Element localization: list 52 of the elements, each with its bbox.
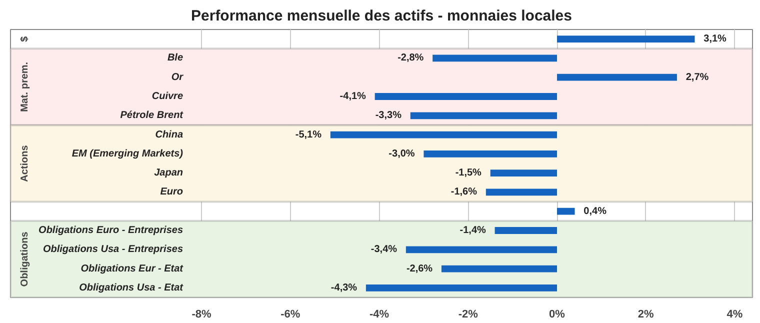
data-label: 3,1% bbox=[704, 34, 727, 45]
bar bbox=[557, 74, 677, 81]
bar bbox=[330, 131, 558, 138]
y-tick-label: Obligations Eur - Etat bbox=[80, 263, 184, 274]
data-label: 2,7% bbox=[686, 72, 709, 83]
y-tick-label: Ble bbox=[167, 52, 184, 64]
x-tick-label: 4% bbox=[726, 308, 743, 320]
y-tick-label: Euro bbox=[160, 186, 184, 198]
bar bbox=[366, 284, 558, 292]
x-tick-label: 2% bbox=[638, 308, 654, 320]
data-label: -3,0% bbox=[388, 148, 415, 160]
y-tick-label: Pétrole Brent bbox=[120, 110, 184, 122]
data-label: 0,4% bbox=[584, 206, 607, 217]
bar bbox=[557, 36, 695, 43]
y-tick-label: Obligations Euro - Entreprises bbox=[38, 225, 184, 236]
y-tick-label: Japan bbox=[154, 168, 184, 179]
bar bbox=[557, 208, 575, 215]
bar bbox=[410, 112, 558, 120]
bar bbox=[374, 93, 558, 100]
y-tick-label: China bbox=[155, 129, 184, 140]
data-label: -3,3% bbox=[375, 110, 402, 122]
x-tick-label: -6% bbox=[280, 308, 300, 320]
y-tick-label: Cuivre bbox=[152, 91, 184, 102]
x-tick-label: -2% bbox=[458, 308, 478, 320]
y-tick-label: $ bbox=[19, 36, 30, 42]
band-label: Actions bbox=[19, 144, 30, 182]
data-label: -1,5% bbox=[455, 168, 482, 179]
data-label: -4,1% bbox=[340, 91, 366, 102]
y-tick-label: EM (Emerging Markets) bbox=[72, 148, 184, 160]
bar bbox=[486, 188, 558, 196]
bar bbox=[490, 170, 558, 177]
data-label: -2,8% bbox=[398, 52, 424, 64]
x-tick-label: -4% bbox=[370, 308, 390, 320]
x-tick-label: 0% bbox=[549, 308, 566, 320]
data-label: -1,6% bbox=[450, 186, 478, 198]
y-tick-label: Obligations Usa - Etat bbox=[79, 282, 184, 294]
band-label: Mat. prem. bbox=[19, 62, 30, 112]
bar bbox=[432, 54, 558, 62]
y-tick-label: Obligations Usa - Entreprises bbox=[42, 244, 184, 256]
chart-title: Performance mensuelle des actifs - monnaies locales bbox=[191, 8, 572, 24]
data-label: -1,4% bbox=[460, 225, 486, 236]
data-label: -2,6% bbox=[406, 263, 433, 274]
x-tick-label: -8% bbox=[192, 308, 212, 320]
bar bbox=[441, 265, 558, 272]
data-label: -3,4% bbox=[370, 244, 398, 256]
bar bbox=[406, 246, 558, 254]
data-label: -5,1% bbox=[295, 129, 322, 140]
bar bbox=[494, 227, 558, 234]
band-label: Obligations bbox=[19, 231, 30, 287]
data-label: -4,3% bbox=[330, 282, 358, 294]
bar bbox=[424, 150, 558, 158]
y-tick-label: Or bbox=[171, 72, 184, 83]
